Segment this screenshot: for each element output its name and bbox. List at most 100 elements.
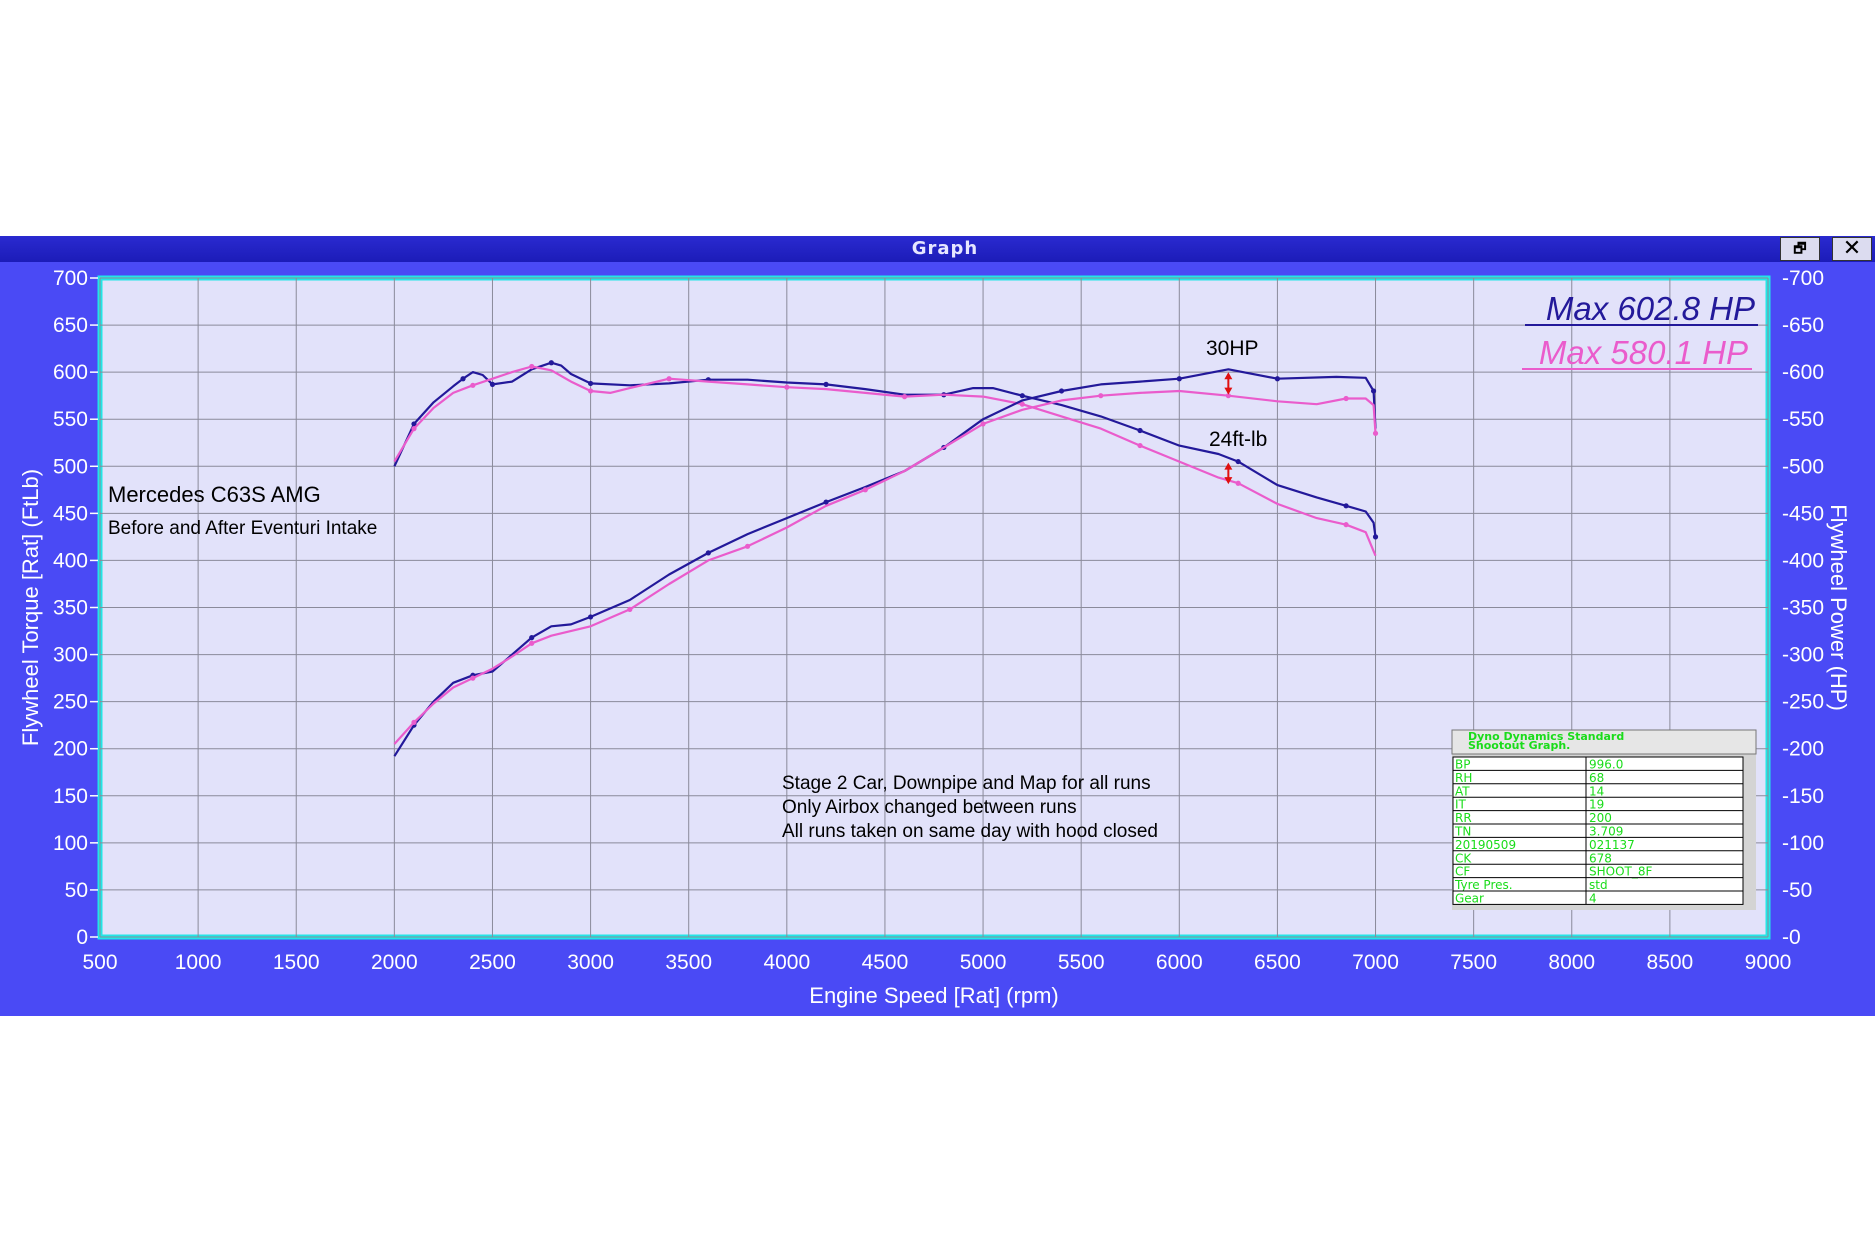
car-name: Mercedes C63S AMG — [108, 482, 321, 507]
info-table-header: Shootout Graph. — [1468, 739, 1570, 752]
x-tick-label: 6500 — [1254, 951, 1301, 974]
torque-line-after — [393, 361, 1377, 538]
x-axis-label: Engine Speed [Rat] (rpm) — [809, 983, 1058, 1008]
data-point — [1343, 503, 1349, 509]
info-table-key: IT — [1455, 798, 1467, 812]
y-tick-label-right: -250 — [1782, 691, 1824, 714]
y-tick-label-left: 250 — [53, 691, 88, 714]
max-hp-before-label: Max 580.1 HP — [1539, 334, 1748, 371]
info-table-key: Tyre Pres. — [1454, 878, 1513, 892]
info-table-key: 20190509 — [1455, 838, 1516, 852]
data-point — [411, 719, 417, 725]
data-point — [901, 394, 908, 400]
y-tick-label-right: -0 — [1782, 926, 1801, 949]
data-point — [529, 640, 535, 646]
y-tick-label-right: -400 — [1782, 549, 1824, 572]
x-tick-label: 6000 — [1156, 951, 1203, 974]
note-line: All runs taken on same day with hood clo… — [782, 821, 1158, 842]
data-point — [411, 426, 417, 432]
max-hp-after-label: Max 602.8 HP — [1546, 290, 1755, 327]
torque-gain-label: 24ft-lb — [1209, 428, 1267, 451]
y-tick-label-right: -700 — [1782, 267, 1824, 290]
y-axis-label-right: Flywheel Power (HP) — [1826, 504, 1851, 711]
y-tick-label-right: -600 — [1782, 361, 1824, 384]
tick-labels: 500 1000 1500 2000 2500 3000 3500 4000 4500 5000 5… — [53, 267, 1824, 974]
info-table-value: 021137 — [1589, 838, 1635, 852]
y-tick-label-left: 100 — [53, 832, 88, 855]
y-tick-label-right: -500 — [1782, 455, 1824, 478]
info-table-key: CK — [1455, 851, 1472, 865]
data-point — [1235, 480, 1241, 486]
gain-arrow-head — [1224, 372, 1233, 380]
note-line: Stage 2 Car, Downpipe and Map for all ru… — [782, 773, 1151, 794]
info-table-key: CF — [1455, 865, 1470, 879]
y-tick-label-right: -50 — [1782, 879, 1812, 902]
y-tick-label-left: 600 — [53, 361, 88, 384]
data-point — [705, 550, 711, 556]
info-table-header-bg — [1451, 729, 1757, 755]
data-point — [1343, 522, 1349, 528]
data-point — [1019, 401, 1025, 407]
y-tick-label-left: 150 — [53, 785, 88, 808]
x-tick-label: 4500 — [862, 951, 909, 974]
data-point — [1098, 393, 1104, 399]
y-tick-label-left: 550 — [53, 408, 88, 431]
y-tick-label-left: 700 — [53, 267, 88, 290]
info-table-value: std — [1589, 878, 1608, 892]
y-tick-label-left: 0 — [76, 926, 88, 949]
data-point — [587, 388, 594, 394]
x-tick-label: 7000 — [1352, 951, 1399, 974]
data-point — [1225, 393, 1231, 399]
gain-arrow-head — [1224, 387, 1233, 395]
data-point — [587, 614, 594, 620]
data-point — [1372, 534, 1379, 540]
hp-gain-label: 30HP — [1206, 337, 1259, 360]
x-tick-label: 1000 — [175, 951, 222, 974]
x-tick-label: 2000 — [371, 951, 418, 974]
data-point — [1274, 376, 1281, 382]
info-table-header: Dyno Dynamics Standard — [1468, 730, 1624, 743]
y-tick-label-left: 400 — [53, 549, 88, 572]
gain-arrows — [1224, 372, 1233, 485]
car-subtitle: Before and After Eventuri Intake — [108, 518, 377, 539]
data-point — [744, 543, 751, 549]
info-table-value: 14 — [1589, 784, 1604, 798]
data-point — [666, 376, 672, 382]
info-table-value: 3.709 — [1589, 825, 1623, 839]
info-table-value: 996.0 — [1589, 758, 1623, 772]
y-tick-label-right: -350 — [1782, 597, 1824, 620]
info-table-key: Gear — [1455, 892, 1484, 906]
info-table-value: 678 — [1589, 851, 1612, 865]
y-tick-label-left: 50 — [65, 879, 88, 902]
info-table-grid — [1452, 756, 1744, 905]
y-tick-label-left: 350 — [53, 597, 88, 620]
data-point — [529, 363, 535, 370]
data-point — [1370, 388, 1377, 394]
x-tick-label: 500 — [82, 951, 117, 974]
y-tick-label-right: -650 — [1782, 314, 1824, 337]
info-table-key: AT — [1455, 784, 1470, 798]
y-tick-label-left: 200 — [53, 738, 88, 761]
info-table-value: 68 — [1589, 771, 1604, 785]
data-point — [980, 421, 986, 427]
window-titlebar[interactable]: Graph 🗗 ✕ — [0, 236, 1875, 262]
info-table-key: RR — [1455, 811, 1472, 825]
data-point — [1137, 427, 1143, 434]
data-point — [1019, 393, 1025, 399]
data-point — [548, 360, 554, 366]
data-point — [823, 499, 829, 505]
restore-icon[interactable]: 🗗 — [1780, 237, 1820, 261]
x-tick-label: 8000 — [1548, 951, 1595, 974]
x-tick-label: 4000 — [763, 951, 810, 974]
close-icon[interactable]: ✕ — [1832, 237, 1872, 261]
y-axis-label-left: Flywheel Torque [Rat] (FtLb) — [18, 469, 43, 746]
x-tick-label: 3500 — [665, 951, 712, 974]
gain-arrow-head — [1224, 477, 1233, 485]
note-line: Only Airbox changed between runs — [782, 797, 1077, 818]
data-point — [529, 635, 535, 641]
x-tick-label: 2500 — [469, 951, 516, 974]
data-point — [784, 384, 790, 390]
y-tick-label-right: -550 — [1782, 408, 1824, 431]
